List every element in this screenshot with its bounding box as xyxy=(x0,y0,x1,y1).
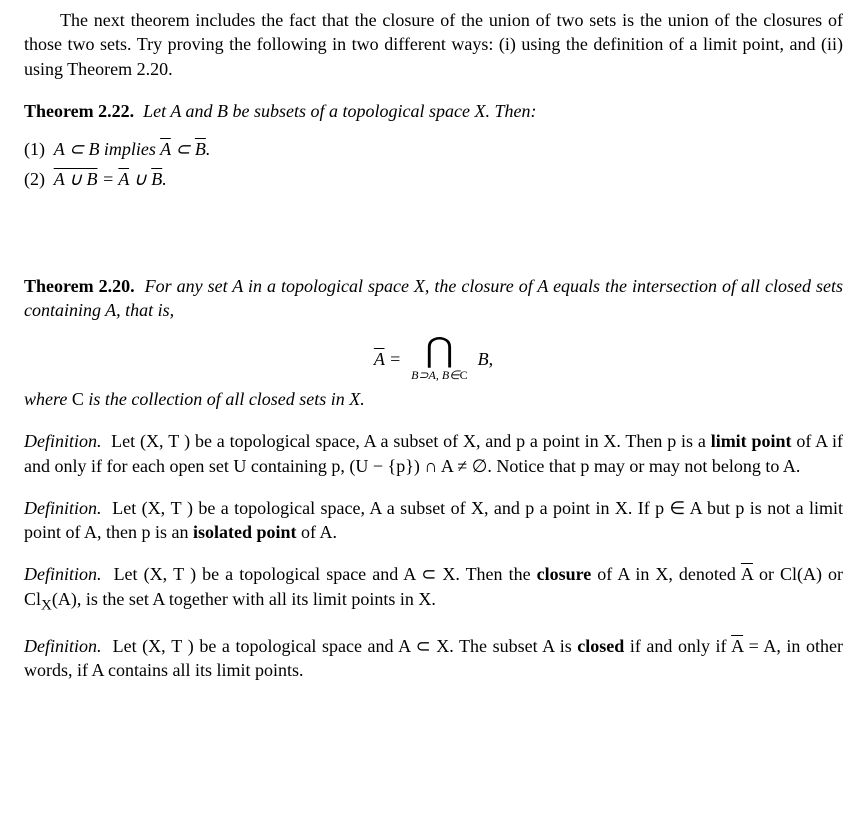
theorem-2-20-label: Theorem 2.20. xyxy=(24,276,135,296)
theorem-2-22-item-1: (1) A ⊂ B implies A ⊂ B. xyxy=(24,137,843,161)
vertical-gap xyxy=(24,200,843,256)
definition-closed: Definition. Let (X, T ) be a topological… xyxy=(24,634,843,683)
definition-closure: Definition. Let (X, T ) be a topological… xyxy=(24,562,843,615)
bigcap-icon: ⋂ xyxy=(425,336,453,367)
definition-isolated-point: Definition. Let (X, T ) be a topological… xyxy=(24,496,843,545)
theorem-2-22-item-2: (2) A ∪ B = A ∪ B. xyxy=(24,167,843,191)
theorem-2-20-equation: A = ⋂ B⊃A, B∈C B, xyxy=(24,336,843,381)
theorem-2-22-statement: Let A and B be subsets of a topological … xyxy=(139,101,537,121)
theorem-2-20-statement: For any set A in a topological space X, … xyxy=(24,276,843,320)
theorem-2-20: Theorem 2.20. For any set A in a topolog… xyxy=(24,274,843,411)
theorem-2-20-where: where C is the collection of all closed … xyxy=(24,387,843,411)
definition-limit-point: Definition. Let (X, T ) be a topological… xyxy=(24,429,843,478)
theorem-2-22-label: Theorem 2.22. xyxy=(24,101,134,121)
intro-paragraph: The next theorem includes the fact that … xyxy=(24,8,843,81)
theorem-2-22: Theorem 2.22. Let A and B be subsets of … xyxy=(24,99,843,192)
intersection-operator: ⋂ B⊃A, B∈C xyxy=(411,336,468,381)
